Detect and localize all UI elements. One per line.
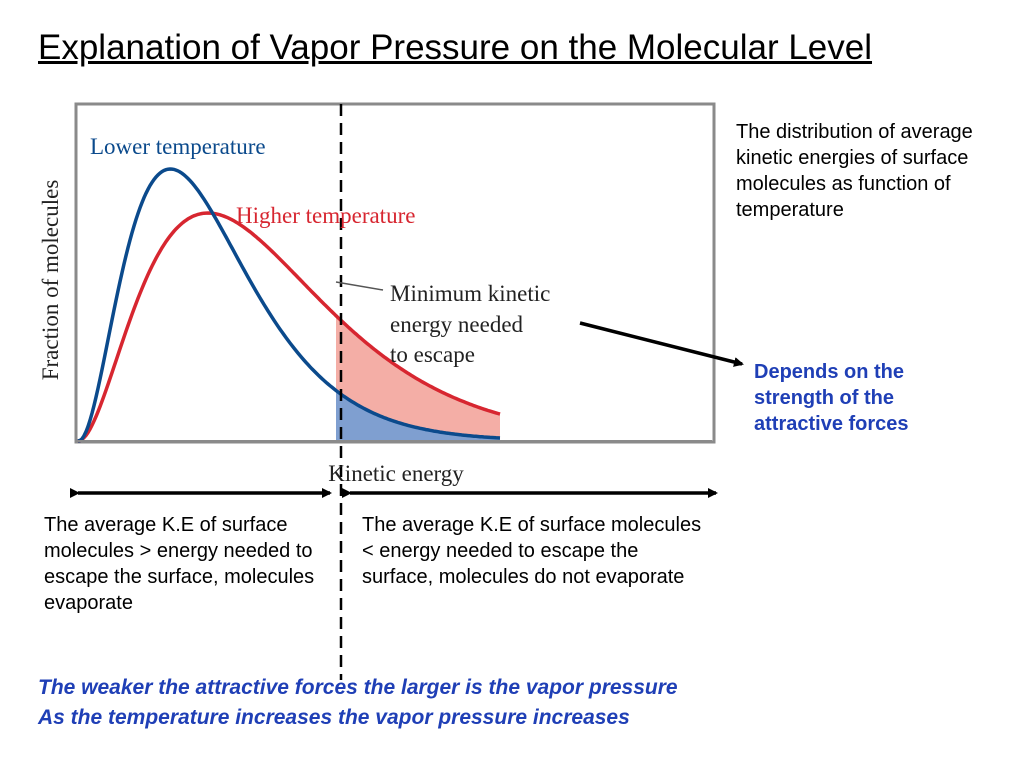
distribution-note: The distribution of average kinetic ener… bbox=[736, 121, 973, 221]
higher-temperature-curve bbox=[77, 211, 501, 443]
y-axis-label: Fraction of molecules bbox=[38, 180, 63, 381]
higher-temperature-tail-area bbox=[336, 315, 500, 441]
left-region-text: The average K.E of surface molecules > e… bbox=[44, 514, 315, 614]
depends-pointer-arrow bbox=[579, 321, 744, 367]
lower-temperature-curve bbox=[77, 167, 501, 443]
lower-temperature-tail-area bbox=[336, 390, 500, 441]
conclusion-temperature: As the temperature increases the vapor p… bbox=[38, 706, 630, 729]
depends-note: Depends on the strength of the attractiv… bbox=[754, 361, 909, 435]
conclusion-attractive-forces: The weaker the attractive forces the lar… bbox=[38, 676, 678, 699]
right-region-text: The average K.E of surface molecules < e… bbox=[362, 514, 702, 588]
x-axis-label: Kinetic energy bbox=[328, 461, 464, 486]
higher-temperature-label: Higher temperature bbox=[236, 203, 415, 228]
threshold-label-line-1: Minimum kinetic bbox=[390, 281, 550, 306]
threshold-annotation-leader bbox=[335, 281, 384, 291]
slide-title: Explanation of Vapor Pressure on the Mol… bbox=[38, 28, 873, 67]
threshold-label-line-2: energy needed bbox=[390, 312, 524, 337]
threshold-label-line-3: to escape bbox=[390, 342, 475, 367]
lower-temperature-label: Lower temperature bbox=[90, 134, 266, 159]
